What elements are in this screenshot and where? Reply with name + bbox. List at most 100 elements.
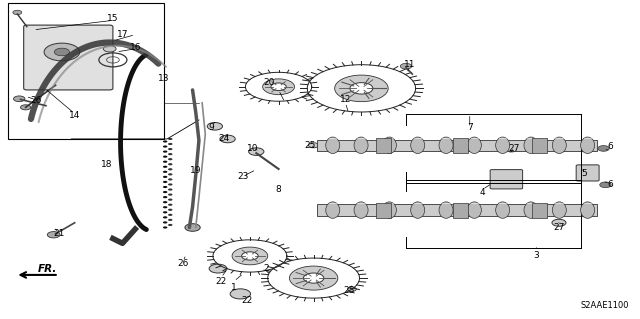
- Circle shape: [163, 145, 168, 148]
- Ellipse shape: [326, 202, 340, 218]
- Circle shape: [303, 273, 324, 283]
- Text: 16: 16: [129, 43, 141, 52]
- Text: 14: 14: [69, 111, 81, 120]
- Bar: [317, 140, 597, 151]
- Text: 8: 8: [276, 185, 282, 194]
- Text: 17: 17: [116, 30, 128, 39]
- Ellipse shape: [326, 137, 340, 153]
- Circle shape: [168, 214, 173, 216]
- Ellipse shape: [354, 137, 368, 153]
- Bar: [452, 203, 468, 218]
- Ellipse shape: [552, 137, 566, 153]
- Bar: [452, 138, 468, 153]
- Circle shape: [163, 186, 168, 188]
- Circle shape: [163, 156, 168, 158]
- Ellipse shape: [354, 202, 368, 218]
- Text: 20: 20: [263, 78, 275, 86]
- Ellipse shape: [580, 202, 595, 218]
- Ellipse shape: [524, 202, 538, 218]
- Circle shape: [13, 10, 22, 15]
- Text: 4: 4: [479, 188, 485, 197]
- Text: 22: 22: [216, 277, 227, 286]
- Circle shape: [308, 143, 319, 148]
- Ellipse shape: [439, 137, 453, 153]
- Text: 11: 11: [403, 60, 415, 69]
- Text: S2AAE1100: S2AAE1100: [580, 301, 629, 310]
- Ellipse shape: [382, 202, 396, 218]
- Bar: [376, 203, 392, 218]
- Text: 9: 9: [209, 123, 214, 132]
- Bar: [376, 138, 392, 153]
- Bar: [532, 138, 547, 153]
- Circle shape: [163, 211, 168, 213]
- Ellipse shape: [382, 137, 396, 153]
- Ellipse shape: [580, 137, 595, 153]
- Circle shape: [163, 221, 168, 224]
- Text: 23: 23: [238, 172, 249, 182]
- Circle shape: [168, 173, 173, 175]
- Circle shape: [163, 216, 168, 219]
- Circle shape: [350, 83, 373, 94]
- Circle shape: [168, 224, 173, 226]
- Circle shape: [230, 289, 250, 299]
- Ellipse shape: [467, 137, 481, 153]
- Text: 22: 22: [241, 296, 252, 305]
- Ellipse shape: [495, 202, 509, 218]
- Circle shape: [207, 122, 223, 130]
- Text: 12: 12: [340, 95, 351, 104]
- Ellipse shape: [411, 137, 425, 153]
- Text: 3: 3: [534, 251, 540, 260]
- Circle shape: [262, 79, 294, 95]
- Circle shape: [163, 171, 168, 173]
- Text: 27: 27: [553, 223, 564, 232]
- FancyBboxPatch shape: [576, 165, 599, 181]
- Circle shape: [168, 158, 173, 160]
- FancyBboxPatch shape: [24, 25, 113, 90]
- Text: 18: 18: [100, 160, 112, 169]
- Bar: [317, 204, 597, 216]
- Circle shape: [168, 219, 173, 221]
- Circle shape: [335, 75, 388, 102]
- Text: 6: 6: [607, 180, 613, 189]
- Bar: [8, 3, 164, 139]
- FancyBboxPatch shape: [490, 170, 523, 189]
- Circle shape: [248, 148, 264, 155]
- Text: 27: 27: [509, 144, 520, 153]
- Circle shape: [163, 201, 168, 203]
- Circle shape: [598, 145, 609, 151]
- Circle shape: [168, 153, 173, 155]
- Circle shape: [103, 46, 116, 52]
- Text: 13: 13: [158, 74, 170, 83]
- Text: 5: 5: [582, 169, 588, 178]
- Circle shape: [163, 191, 168, 193]
- Circle shape: [552, 219, 566, 226]
- Circle shape: [163, 166, 168, 168]
- Text: 7: 7: [467, 123, 472, 132]
- Circle shape: [168, 183, 173, 186]
- Ellipse shape: [439, 202, 453, 218]
- Circle shape: [163, 151, 168, 153]
- Circle shape: [348, 287, 356, 291]
- Text: 26: 26: [177, 259, 189, 268]
- Ellipse shape: [495, 137, 509, 153]
- Circle shape: [163, 176, 168, 178]
- Text: 24: 24: [219, 134, 230, 144]
- Circle shape: [163, 226, 168, 229]
- Text: 26: 26: [31, 97, 42, 106]
- Bar: [532, 203, 547, 218]
- Circle shape: [504, 145, 518, 152]
- Circle shape: [163, 196, 168, 198]
- Circle shape: [600, 182, 611, 188]
- Text: 21: 21: [53, 229, 65, 238]
- Text: FR.: FR.: [38, 264, 58, 274]
- Circle shape: [163, 160, 168, 163]
- Circle shape: [168, 194, 173, 196]
- Circle shape: [400, 63, 412, 69]
- Ellipse shape: [524, 137, 538, 153]
- Circle shape: [168, 209, 173, 211]
- Text: 15: 15: [107, 14, 118, 23]
- Circle shape: [220, 135, 236, 143]
- Circle shape: [168, 138, 173, 140]
- Circle shape: [185, 224, 200, 231]
- Circle shape: [168, 143, 173, 145]
